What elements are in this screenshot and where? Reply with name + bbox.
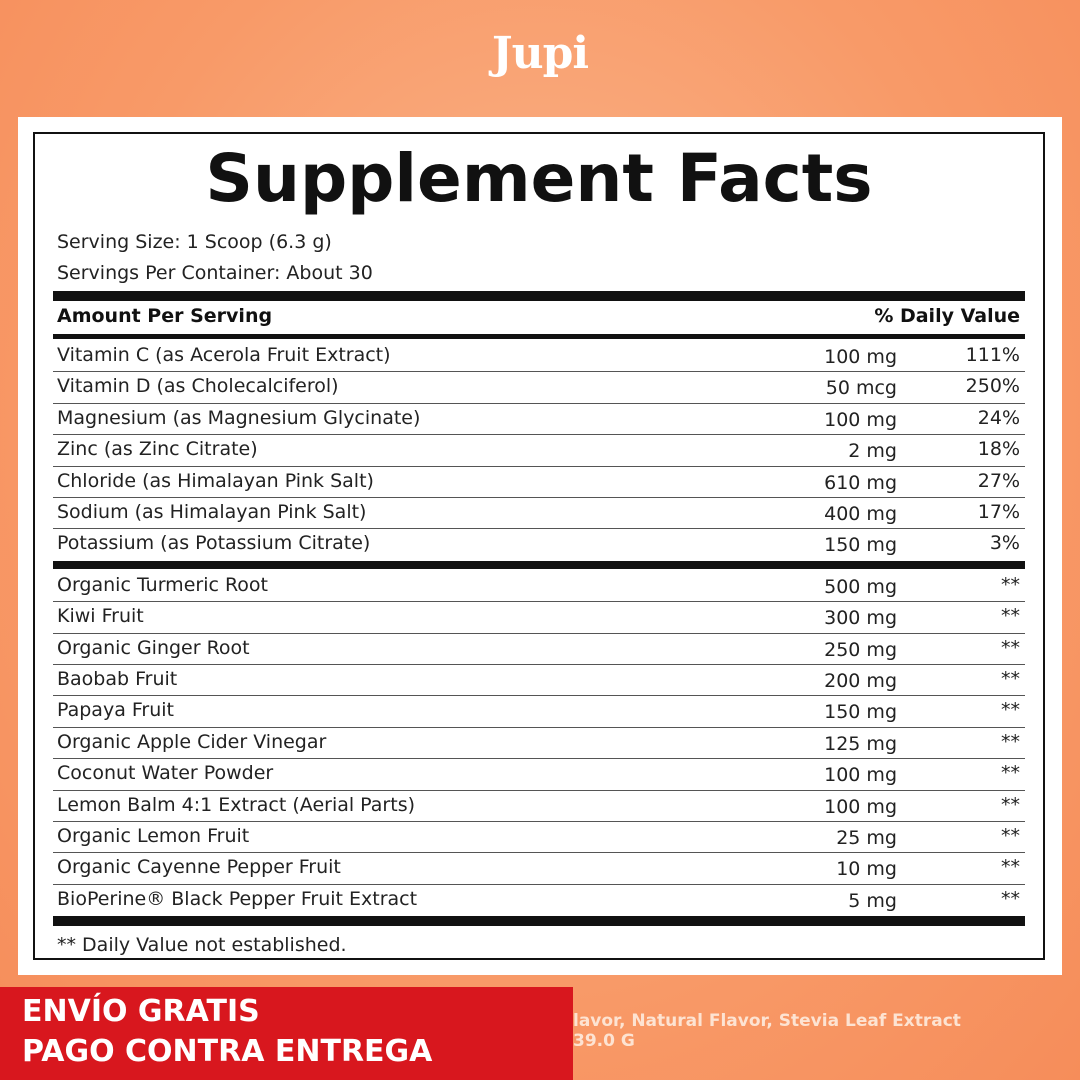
ingredient-name: Baobab Fruit <box>57 668 178 690</box>
ingredient-name: Lemon Balm 4:1 Extract (Aerial Parts) <box>57 793 416 816</box>
ingredient-amount: 400 mg <box>824 503 897 525</box>
promo-banner <box>0 987 573 1080</box>
row-rule <box>53 601 1025 603</box>
ingredient-name: Vitamin C (as Acerola Fruit Extract) <box>57 344 391 366</box>
daily-value: ** <box>1001 730 1020 753</box>
ingredient-name: Magnesium (as Magnesium Glycinate) <box>57 406 421 429</box>
daily-value: ** <box>1001 573 1020 596</box>
daily-value: 250% <box>965 375 1020 398</box>
daily-value: 18% <box>977 438 1020 461</box>
banner-text: ENVÍO GRATIS <box>22 994 260 1029</box>
daily-value: 17% <box>977 501 1020 523</box>
row-rule <box>53 632 1025 634</box>
thick-rule <box>53 560 1025 569</box>
row-rule <box>53 852 1025 854</box>
daily-value: ** <box>1001 762 1020 785</box>
ingredient-amount: 250 mg <box>824 638 897 661</box>
serving-size: Serving Size: 1 Scoop (6.3 g) <box>57 231 332 253</box>
ingredient-name: Papaya Fruit <box>57 699 175 722</box>
medium-rule <box>53 334 1025 339</box>
ingredient-name: Organic Apple Cider Vinegar <box>57 730 327 753</box>
ingredient-name: Coconut Water Powder <box>57 762 274 785</box>
ingredient-amount: 200 mg <box>824 670 897 692</box>
servings-per-container: Servings Per Container: About 30 <box>57 262 373 284</box>
daily-value: 3% <box>989 532 1020 555</box>
ingredient-name: Organic Ginger Root <box>57 636 250 659</box>
ingredient-name: Zinc (as Zinc Citrate) <box>57 438 258 461</box>
thick-rule <box>53 916 1025 927</box>
row-rule <box>53 497 1025 498</box>
footnote: ** Daily Value not established. <box>57 934 347 957</box>
row-rule <box>53 695 1025 697</box>
ingredient-amount: 100 mg <box>824 408 897 431</box>
row-rule <box>53 664 1025 665</box>
ingredient-amount: 100 mg <box>824 346 897 368</box>
ingredient-name: BioPerine® Black Pepper Fruit Extract <box>57 887 418 910</box>
column-header: Amount Per Serving <box>57 305 273 327</box>
daily-value: ** <box>1001 699 1020 722</box>
row-rule <box>53 528 1025 530</box>
ingredient-amount: 500 mg <box>824 575 897 598</box>
daily-value: ** <box>1001 856 1020 879</box>
ingredient-amount: 10 mg <box>836 858 897 881</box>
brand-logo: Jupi <box>491 28 589 79</box>
ingredient-name: Organic Turmeric Root <box>57 573 269 596</box>
background-text: lavor, Natural Flavor, Stevia Leaf Extra… <box>573 1011 961 1031</box>
ingredient-amount: 2 mg <box>848 440 897 463</box>
ingredient-amount: 150 mg <box>824 534 897 557</box>
row-rule <box>53 821 1025 822</box>
ingredient-amount: 125 mg <box>824 732 897 755</box>
row-rule <box>53 371 1025 373</box>
row-rule <box>53 434 1025 436</box>
daily-value: 111% <box>965 344 1020 366</box>
daily-value: ** <box>1001 668 1020 690</box>
ingredient-amount: 25 mg <box>836 827 897 849</box>
ingredient-name: Kiwi Fruit <box>57 605 144 628</box>
banner-text: PAGO CONTRA ENTREGA <box>22 1034 433 1069</box>
ingredient-amount: 100 mg <box>824 764 897 787</box>
ingredient-name: Potassium (as Potassium Citrate) <box>57 532 371 555</box>
thick-rule <box>53 291 1025 301</box>
row-rule <box>53 402 1025 404</box>
daily-value: ** <box>1001 636 1020 659</box>
panel <box>18 117 1062 975</box>
ingredient-amount: 610 mg <box>824 471 897 494</box>
ingredient-name: Chloride (as Himalayan Pink Salt) <box>57 469 374 492</box>
ingredient-amount: 5 mg <box>848 889 897 912</box>
daily-value: ** <box>1001 887 1020 910</box>
ingredient-name: Vitamin D (as Cholecalciferol) <box>57 375 339 398</box>
daily-value: ** <box>1001 793 1020 816</box>
ingredient-amount: 50 mcg <box>825 377 897 400</box>
ingredient-name: Sodium (as Himalayan Pink Salt) <box>57 501 367 523</box>
background-text: 39.0 G <box>573 1031 635 1051</box>
row-rule <box>53 465 1025 467</box>
daily-value: ** <box>1001 825 1020 847</box>
ingredient-name: Organic Lemon Fruit <box>57 825 250 847</box>
ingredient-amount: 100 mg <box>824 795 897 818</box>
row-rule <box>53 726 1025 728</box>
column-header: % Daily Value <box>874 305 1020 327</box>
ingredient-amount: 150 mg <box>824 701 897 724</box>
daily-value: ** <box>1001 605 1020 628</box>
daily-value: 24% <box>977 406 1020 429</box>
ingredient-name: Organic Cayenne Pepper Fruit <box>57 856 341 879</box>
ingredient-amount: 300 mg <box>824 607 897 630</box>
row-rule <box>53 758 1025 760</box>
row-rule <box>53 883 1025 885</box>
facts-border <box>33 132 1045 960</box>
facts-title: Supplement Facts <box>205 140 873 217</box>
daily-value: 27% <box>977 469 1020 492</box>
row-rule <box>53 789 1025 791</box>
